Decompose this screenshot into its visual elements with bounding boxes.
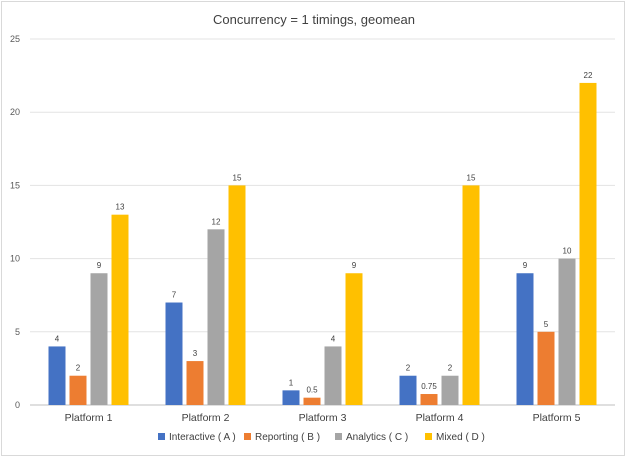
data-label: 0.75 <box>421 382 437 391</box>
data-labels: 4 2 9 13 7 3 12 15 1 0.5 4 9 2 0.75 2 15 9 5 10 22 <box>55 71 593 395</box>
bar <box>462 185 480 405</box>
data-label: 9 <box>523 261 528 270</box>
data-label: 3 <box>193 349 198 358</box>
bar <box>420 394 438 405</box>
x-category-label: Platform 4 <box>416 412 464 424</box>
bar <box>207 229 225 405</box>
bar <box>516 273 534 405</box>
data-label: 1 <box>289 378 294 387</box>
data-label: 4 <box>331 334 336 343</box>
bar <box>165 302 183 405</box>
legend-swatch <box>158 433 165 440</box>
legend-label: Reporting ( B ) <box>255 432 320 443</box>
legend-label: Interactive ( A ) <box>169 432 236 443</box>
bar <box>537 331 555 405</box>
bar <box>282 390 300 405</box>
bar <box>579 82 597 406</box>
bar <box>441 375 459 405</box>
x-category-label: Platform 2 <box>182 412 230 424</box>
x-axis-categories: Platform 1 Platform 2 Platform 3 Platform 4… <box>65 412 581 424</box>
bar <box>399 375 417 405</box>
y-tick-label: 15 <box>10 180 20 190</box>
data-label: 4 <box>55 334 60 343</box>
data-label: 5 <box>544 320 549 329</box>
data-label: 9 <box>97 261 102 270</box>
bar <box>228 185 246 405</box>
y-tick-label: 25 <box>10 34 20 44</box>
data-label: 13 <box>116 203 125 212</box>
data-label: 15 <box>233 173 242 182</box>
data-label: 10 <box>563 247 572 256</box>
data-label: 15 <box>467 173 476 182</box>
bar <box>111 214 129 405</box>
legend-label: Analytics ( C ) <box>346 432 408 443</box>
chart-title: Concurrency = 1 timings, geomean <box>213 12 415 27</box>
y-tick-label: 5 <box>15 327 20 337</box>
bar <box>90 273 108 405</box>
bar <box>324 346 342 405</box>
data-label: 12 <box>212 217 221 226</box>
bars <box>48 82 597 406</box>
data-label: 7 <box>172 291 177 300</box>
y-axis-ticks: 0 5 10 15 20 25 <box>10 34 20 410</box>
y-tick-label: 10 <box>10 254 20 264</box>
x-category-label: Platform 5 <box>533 412 581 424</box>
bar <box>69 375 87 405</box>
y-tick-label: 20 <box>10 107 20 117</box>
data-label: 0.5 <box>306 386 318 395</box>
x-category-label: Platform 1 <box>65 412 113 424</box>
legend-swatch <box>244 433 251 440</box>
data-label: 9 <box>352 261 357 270</box>
legend-swatch <box>425 433 432 440</box>
legend-swatch <box>335 433 342 440</box>
bar <box>48 346 66 405</box>
data-label: 2 <box>406 364 411 373</box>
legend: Interactive ( A ) Reporting ( B ) Analytic… <box>158 432 485 443</box>
data-label: 2 <box>448 364 453 373</box>
legend-label: Mixed ( D ) <box>436 432 485 443</box>
x-category-label: Platform 3 <box>299 412 347 424</box>
bar <box>558 258 576 405</box>
bar <box>303 397 321 405</box>
data-label: 2 <box>76 364 81 373</box>
bar <box>345 273 363 405</box>
data-label: 22 <box>584 71 593 80</box>
y-tick-label: 0 <box>15 400 20 410</box>
bar <box>186 361 204 405</box>
